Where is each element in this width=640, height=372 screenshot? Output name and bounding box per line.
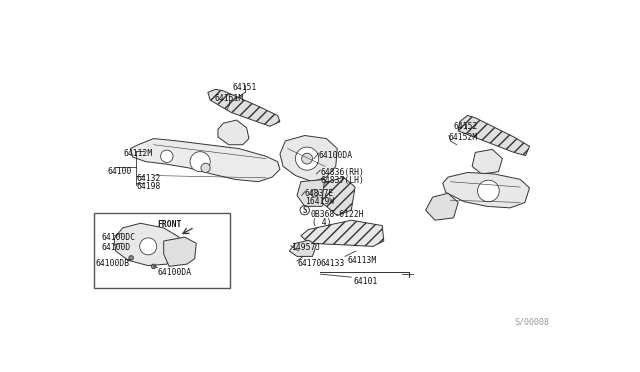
Circle shape [161,150,173,163]
Text: 64152M: 64152M [449,133,478,142]
Polygon shape [131,139,280,182]
Polygon shape [443,173,529,208]
Text: 14957J: 14957J [291,243,320,252]
Circle shape [140,238,157,255]
Circle shape [477,180,499,202]
Circle shape [311,189,319,197]
Text: FRONT: FRONT [157,220,182,229]
Text: S/00008: S/00008 [514,317,549,327]
Circle shape [151,264,156,269]
Text: 64133: 64133 [320,259,344,268]
Polygon shape [289,240,316,256]
Circle shape [300,206,309,215]
Text: 64113M: 64113M [348,256,376,265]
Text: 64837(LH): 64837(LH) [320,176,364,185]
Polygon shape [322,177,355,216]
Polygon shape [114,223,179,266]
Text: 64100: 64100 [108,167,132,176]
Polygon shape [218,120,249,145]
Polygon shape [458,115,529,155]
Text: 64152: 64152 [454,122,478,131]
Polygon shape [301,220,384,246]
Text: 64100DC: 64100DC [102,233,136,242]
Text: 0B368-6122H: 0B368-6122H [311,210,365,219]
Text: 16419W: 16419W [305,197,334,206]
Text: 64100DB: 64100DB [95,259,130,268]
Polygon shape [426,193,458,220]
Polygon shape [280,135,337,182]
Polygon shape [297,179,330,206]
Circle shape [301,153,312,164]
Text: 64101: 64101 [353,277,378,286]
Text: 64100DA: 64100DA [319,151,353,160]
Bar [94,212,230,288]
Circle shape [296,147,319,170]
Text: S: S [303,206,307,215]
Text: 64151M: 64151M [214,94,243,103]
Text: 64151: 64151 [233,83,257,92]
Text: 64112M: 64112M [124,148,153,158]
Text: 64100DA: 64100DA [157,268,191,277]
Circle shape [129,256,134,260]
Polygon shape [164,237,196,266]
Polygon shape [472,150,502,174]
Text: 64132: 64132 [136,174,161,183]
Circle shape [201,163,210,173]
Text: 64837E: 64837E [305,189,334,198]
Circle shape [190,152,210,172]
Text: 64170: 64170 [297,259,321,268]
Text: 64198: 64198 [136,182,161,191]
Text: 64100D: 64100D [102,243,131,251]
Text: 64836(RH): 64836(RH) [320,168,364,177]
Polygon shape [208,89,280,126]
Text: ( 4): ( 4) [312,218,332,227]
